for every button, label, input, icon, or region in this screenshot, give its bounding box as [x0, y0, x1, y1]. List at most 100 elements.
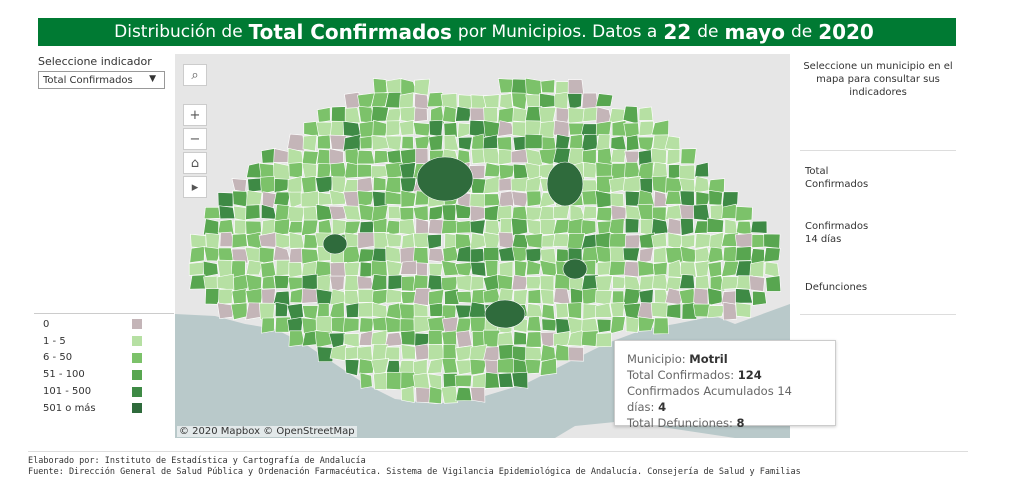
municipality-polygon[interactable]: [496, 205, 513, 221]
municipality-polygon[interactable]: [259, 175, 277, 195]
municipality-polygon[interactable]: [387, 274, 403, 291]
municipality-polygon[interactable]: [721, 260, 740, 277]
municipality-polygon[interactable]: [568, 346, 584, 362]
municipality-polygon[interactable]: [595, 93, 614, 107]
municipality-polygon[interactable]: [707, 305, 726, 319]
municipality-polygon[interactable]: [679, 274, 695, 289]
municipality-polygon[interactable]: [231, 248, 249, 264]
municipality-polygon[interactable]: [260, 261, 277, 279]
municipality-polygon[interactable]: [483, 107, 498, 124]
municipality-polygon[interactable]: [444, 288, 460, 305]
municipality-polygon[interactable]: [231, 288, 247, 305]
municipality-polygon[interactable]: [595, 275, 613, 291]
municipality-polygon[interactable]: [735, 206, 753, 222]
municipality-polygon[interactable]: [470, 148, 488, 165]
municipality-polygon[interactable]: [414, 343, 431, 361]
municipality-polygon[interactable]: [484, 260, 499, 277]
municipality-layer[interactable]: [188, 77, 782, 405]
municipality-polygon[interactable]: [679, 164, 696, 181]
municipality-polygon[interactable]: [524, 233, 543, 249]
municipality-polygon[interactable]: [322, 233, 348, 255]
municipality-polygon[interactable]: [275, 301, 289, 317]
municipality-polygon[interactable]: [344, 220, 361, 237]
municipality-polygon[interactable]: [482, 94, 500, 110]
municipality-polygon[interactable]: [455, 387, 473, 402]
municipality-polygon[interactable]: [611, 290, 625, 304]
municipality-polygon[interactable]: [555, 318, 571, 334]
municipality-polygon[interactable]: [385, 232, 403, 247]
municipality-polygon[interactable]: [233, 205, 247, 222]
municipality-polygon[interactable]: [218, 288, 233, 305]
municipality-polygon[interactable]: [441, 204, 457, 222]
municipality-polygon[interactable]: [735, 246, 752, 261]
choropleth-map[interactable]: ⌕ + − ⌂ ▸ © 2020 Mapbox © OpenStreetMap: [175, 54, 790, 438]
municipality-polygon[interactable]: [189, 246, 205, 264]
municipality-polygon[interactable]: [469, 193, 486, 208]
municipality-polygon[interactable]: [315, 203, 332, 221]
municipality-polygon[interactable]: [482, 134, 498, 151]
municipality-polygon[interactable]: [638, 106, 654, 121]
municipality-polygon[interactable]: [357, 163, 373, 178]
chevron-down-icon[interactable]: ▼: [149, 74, 156, 84]
municipality-polygon[interactable]: [301, 176, 317, 194]
municipality-polygon[interactable]: [708, 189, 723, 206]
municipality-polygon[interactable]: [359, 317, 375, 333]
municipality-polygon[interactable]: [357, 190, 375, 207]
municipality-polygon[interactable]: [596, 207, 613, 222]
municipality-polygon[interactable]: [511, 274, 529, 291]
municipality-polygon[interactable]: [637, 316, 656, 332]
municipality-polygon[interactable]: [401, 136, 414, 150]
municipality-polygon[interactable]: [328, 332, 346, 349]
municipality-polygon[interactable]: [398, 360, 415, 373]
municipality-polygon[interactable]: [610, 192, 625, 209]
municipality-polygon[interactable]: [667, 217, 682, 235]
municipality-polygon[interactable]: [763, 247, 781, 263]
municipality-polygon[interactable]: [387, 205, 402, 219]
municipality-polygon[interactable]: [412, 122, 431, 137]
map-canvas[interactable]: [175, 54, 790, 438]
municipality-polygon[interactable]: [541, 303, 556, 320]
municipality-polygon[interactable]: [580, 133, 598, 152]
municipality-polygon[interactable]: [653, 190, 668, 208]
search-icon[interactable]: ⌕: [183, 64, 207, 86]
municipality-polygon[interactable]: [372, 217, 388, 234]
municipality-polygon[interactable]: [510, 217, 528, 237]
municipality-polygon[interactable]: [622, 287, 642, 307]
municipality-polygon[interactable]: [275, 259, 291, 277]
municipality-polygon[interactable]: [428, 289, 445, 306]
municipality-polygon[interactable]: [735, 220, 753, 236]
municipality-polygon[interactable]: [288, 162, 303, 179]
municipality-polygon[interactable]: [498, 164, 515, 181]
municipality-polygon[interactable]: [373, 372, 388, 390]
municipality-polygon[interactable]: [694, 162, 709, 178]
municipality-polygon[interactable]: [622, 175, 641, 192]
municipality-polygon[interactable]: [469, 219, 486, 235]
municipality-polygon[interactable]: [539, 275, 555, 293]
municipality-polygon[interactable]: [458, 136, 473, 151]
municipality-polygon[interactable]: [540, 79, 556, 94]
municipality-polygon[interactable]: [709, 204, 724, 220]
municipality-polygon[interactable]: [539, 289, 555, 305]
municipality-polygon[interactable]: [470, 248, 486, 265]
municipality-polygon[interactable]: [273, 178, 290, 194]
municipality-polygon[interactable]: [441, 276, 459, 291]
municipality-polygon[interactable]: [400, 385, 415, 403]
municipality-polygon[interactable]: [455, 317, 472, 335]
municipality-polygon[interactable]: [609, 301, 625, 317]
municipality-polygon[interactable]: [610, 316, 626, 335]
municipality-polygon[interactable]: [428, 248, 445, 263]
municipality-polygon[interactable]: [385, 77, 402, 94]
municipality-polygon[interactable]: [527, 289, 542, 304]
municipality-polygon[interactable]: [665, 247, 684, 264]
municipality-polygon[interactable]: [749, 275, 766, 292]
municipality-polygon[interactable]: [524, 133, 544, 149]
municipality-polygon[interactable]: [303, 234, 319, 249]
municipality-polygon[interactable]: [344, 107, 361, 124]
municipality-polygon[interactable]: [359, 135, 373, 150]
municipality-polygon[interactable]: [526, 276, 542, 290]
municipality-polygon[interactable]: [639, 177, 653, 194]
municipality-polygon[interactable]: [749, 260, 765, 278]
municipality-polygon[interactable]: [413, 107, 428, 123]
municipality-polygon[interactable]: [428, 386, 443, 405]
municipality-polygon[interactable]: [469, 232, 487, 251]
